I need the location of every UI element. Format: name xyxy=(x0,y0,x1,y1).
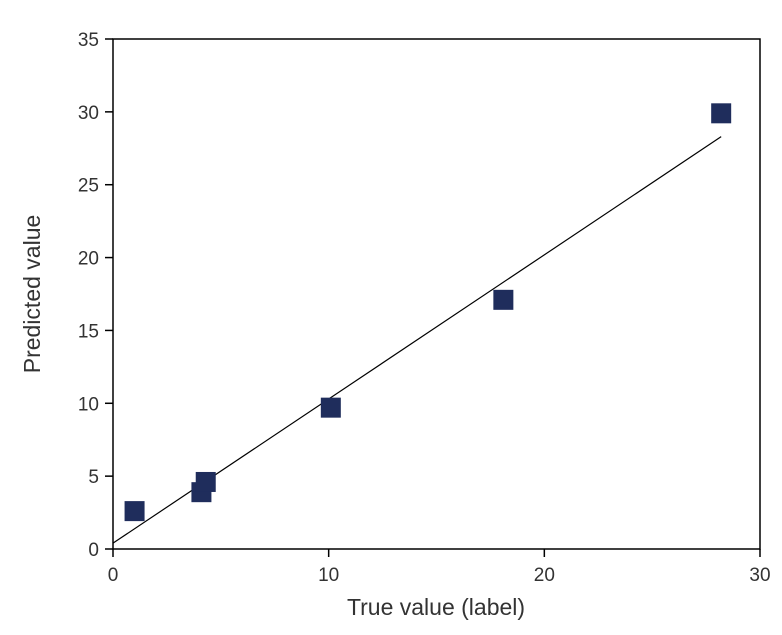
data-point xyxy=(711,103,732,124)
x-tick-label: 0 xyxy=(108,565,119,586)
y-tick-label: 30 xyxy=(78,103,99,124)
y-tick-label: 35 xyxy=(78,30,99,51)
y-axis-ticks: 0 5 10 15 20 25 30 35 xyxy=(78,30,113,561)
y-tick-label: 25 xyxy=(78,176,99,197)
data-point xyxy=(320,397,341,418)
x-tick-label: 20 xyxy=(534,565,555,586)
data-point xyxy=(195,471,216,492)
x-axis-title: True value (label) xyxy=(347,594,525,620)
x-tick-label: 10 xyxy=(318,565,339,586)
data-point xyxy=(493,289,514,310)
x-tick-label: 30 xyxy=(749,565,770,586)
y-tick-label: 10 xyxy=(78,394,99,415)
x-axis-ticks: 0 10 20 30 xyxy=(108,549,771,586)
y-axis-title: Predicted value xyxy=(19,215,45,374)
data-point xyxy=(124,501,145,522)
plot-frame xyxy=(112,38,761,550)
y-tick-label: 20 xyxy=(78,249,99,270)
y-tick-label: 0 xyxy=(88,540,99,561)
y-tick-label: 15 xyxy=(78,321,99,342)
data-points xyxy=(124,103,732,522)
y-tick-label: 5 xyxy=(88,467,99,488)
